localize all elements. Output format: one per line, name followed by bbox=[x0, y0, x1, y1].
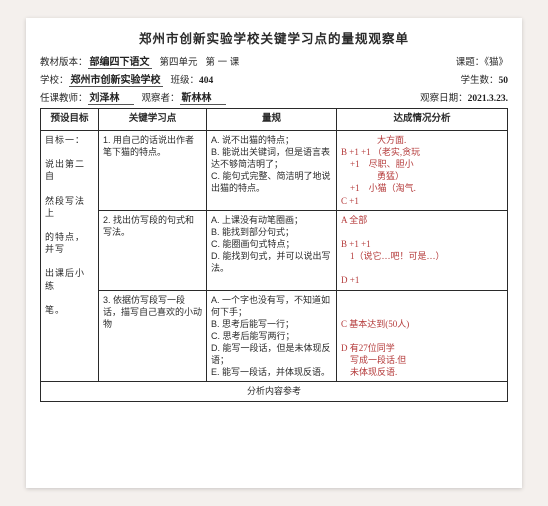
val-school: 郑州市创新实验学校 bbox=[69, 71, 163, 87]
label-school: 学校： bbox=[40, 72, 69, 86]
th-key: 关键学习点 bbox=[99, 109, 207, 131]
key-3: 3. 依据仿写段写一段话，描写自己喜欢的小动物 bbox=[99, 290, 207, 382]
goal-cell: 目标一： 说出第二自 然段写法上 的特点，并写 出课后小练 笔。 bbox=[41, 130, 99, 382]
val-date: 2021.3.23. bbox=[468, 94, 508, 104]
rubric-2: A. 上课没有动笔圈画； B. 能找到部分句式； C. 能圈画句式特点； D. … bbox=[207, 210, 337, 290]
val-textbook: 部编四下语文 bbox=[88, 53, 152, 69]
rubric-3: A. 一个字也没有写，不知道如何下手； B. 思考后能写一行； C. 思考后能写… bbox=[207, 290, 337, 382]
label-class: 班级： bbox=[171, 72, 200, 86]
footer-cell: 分析内容参考 bbox=[41, 382, 508, 401]
page-title: 郑州市创新实验学校关键学习点的量规观察单 bbox=[40, 28, 508, 47]
label-date: 观察日期： bbox=[420, 90, 468, 104]
label-lesson: 第 一 课 bbox=[206, 54, 240, 68]
meta-row-2: 学校：郑州市创新实验学校 班级：404 学生数：50 bbox=[40, 71, 508, 87]
meta-row-1: 教材版本：部编四下语文 第四单元 第 一 课 课题：《猫》 bbox=[40, 53, 508, 69]
val-teacher: 刘泽林 bbox=[88, 89, 134, 105]
label-students: 学生数： bbox=[460, 72, 498, 86]
val-students: 50 bbox=[499, 76, 509, 86]
header-row: 预设目标 关键学习点 量规 达成情况分析 bbox=[41, 109, 508, 131]
label-unit: 第四单元 bbox=[160, 54, 198, 68]
key-2: 2. 找出仿写段的句式和写法。 bbox=[99, 210, 207, 290]
observation-sheet: 郑州市创新实验学校关键学习点的量规观察单 教材版本：部编四下语文 第四单元 第 … bbox=[26, 18, 522, 488]
meta-row-3: 任课教师：刘泽林 观察者：靳林林 观察日期：2021.3.23. bbox=[40, 89, 508, 105]
label-topic: 课题：《猫》 bbox=[456, 54, 508, 68]
main-table: 预设目标 关键学习点 量规 达成情况分析 目标一： 说出第二自 然段写法上 的特… bbox=[40, 108, 508, 402]
key-1: 1. 用自己的话说出作者笔下猫的特点。 bbox=[99, 130, 207, 210]
row-1: 目标一： 说出第二自 然段写法上 的特点，并写 出课后小练 笔。 1. 用自己的… bbox=[41, 130, 508, 210]
analysis-3: C 基本达到(50人) D 有27位同学 写成一段话.但 未体现反语. bbox=[337, 290, 508, 382]
rubric-1: A. 说不出猫的特点； B. 能说出关键词，但是语言表达不够简洁明了； C. 能… bbox=[207, 130, 337, 210]
row-2: 2. 找出仿写段的句式和写法。 A. 上课没有动笔圈画； B. 能找到部分句式；… bbox=[41, 210, 508, 290]
analysis-1: 大方面. B +1 +1 （老实,贪玩 +1 尽职、胆小 勇猛） +1 小猫（淘… bbox=[337, 130, 508, 210]
analysis-2: A 全部 B +1 +1 1（说它…吧！可是…） D +1 bbox=[337, 210, 508, 290]
val-observer: 靳林林 bbox=[180, 89, 226, 105]
th-goal: 预设目标 bbox=[41, 109, 99, 131]
val-class: 404 bbox=[199, 76, 213, 86]
label-teacher: 任课教师： bbox=[40, 90, 88, 104]
label-textbook: 教材版本： bbox=[40, 54, 88, 68]
th-analysis: 达成情况分析 bbox=[337, 109, 508, 131]
label-observer: 观察者： bbox=[142, 90, 180, 104]
footer-row: 分析内容参考 bbox=[41, 382, 508, 401]
th-rubric: 量规 bbox=[207, 109, 337, 131]
row-3: 3. 依据仿写段写一段话，描写自己喜欢的小动物 A. 一个字也没有写，不知道如何… bbox=[41, 290, 508, 382]
